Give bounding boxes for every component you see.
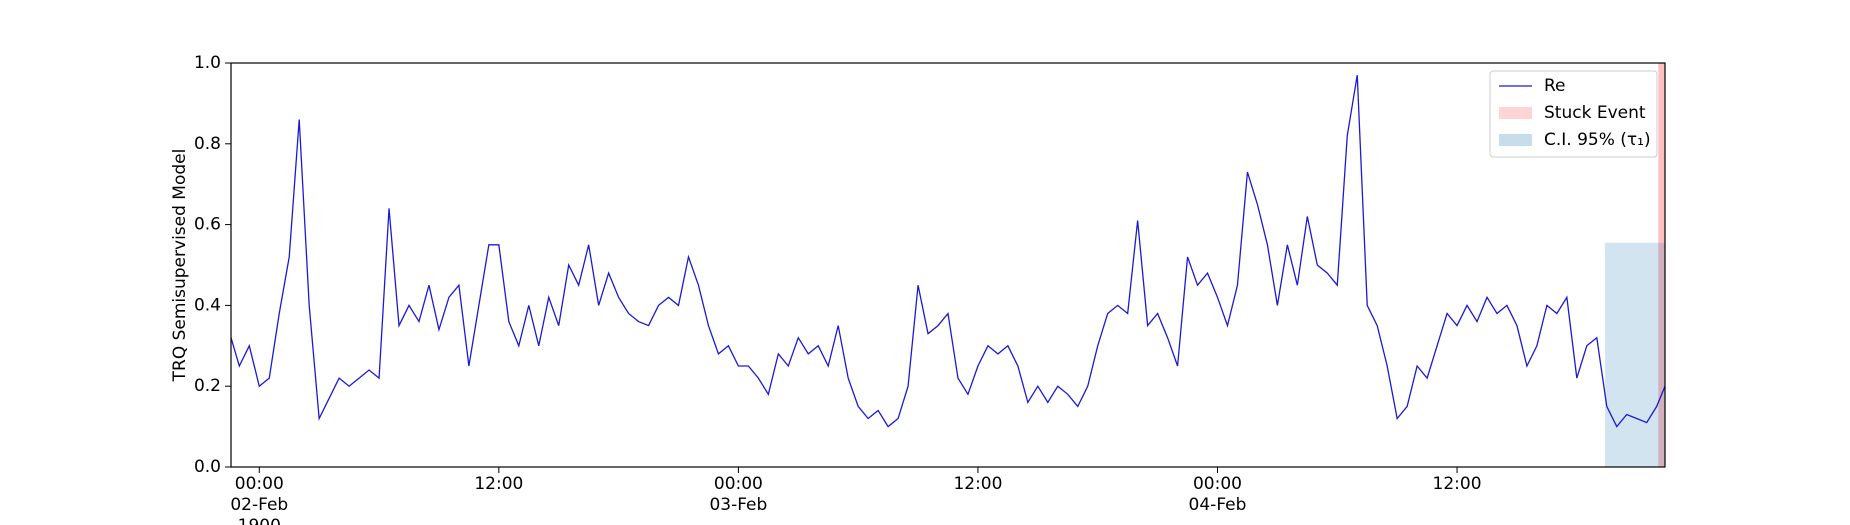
x-tick-label: 12:00 [474, 474, 523, 494]
y-axis-label: TRQ Semisupervised Model [170, 149, 190, 383]
y-tick-label: 1.0 [194, 53, 221, 73]
x-tick-label: 12:00 [953, 474, 1002, 494]
line [230, 75, 1666, 428]
x-tick-label: 00:00 [235, 474, 284, 494]
legend-label: C.I. 95% (τ₁) [1544, 130, 1651, 150]
axes-frame [230, 62, 1666, 468]
x-tick-label: 00:00 [1193, 474, 1242, 494]
span [1605, 242, 1665, 467]
x-tick-label: 04-Feb [1189, 495, 1247, 515]
legend-label: Stuck Event [1544, 103, 1646, 123]
x-tick-label: 12:00 [1433, 474, 1482, 494]
x-tick-label: 1900 [238, 516, 281, 525]
y-tick-label: 0.0 [194, 457, 221, 477]
x-tick-label: 00:00 [714, 474, 763, 494]
y-tick-label: 0.2 [194, 376, 221, 396]
legend-box [1489, 70, 1658, 158]
legend-label: Re [1544, 76, 1566, 96]
x-tick-label: 03-Feb [709, 495, 767, 515]
legend-patch [1499, 134, 1532, 146]
x-tick-label: 02-Feb [230, 495, 288, 515]
legend-patch [1499, 107, 1532, 119]
y-tick-label: 0.6 [194, 215, 221, 235]
y-tick-label: 0.8 [194, 134, 221, 154]
span [1658, 63, 1665, 467]
y-tick-label: 0.4 [194, 295, 221, 315]
